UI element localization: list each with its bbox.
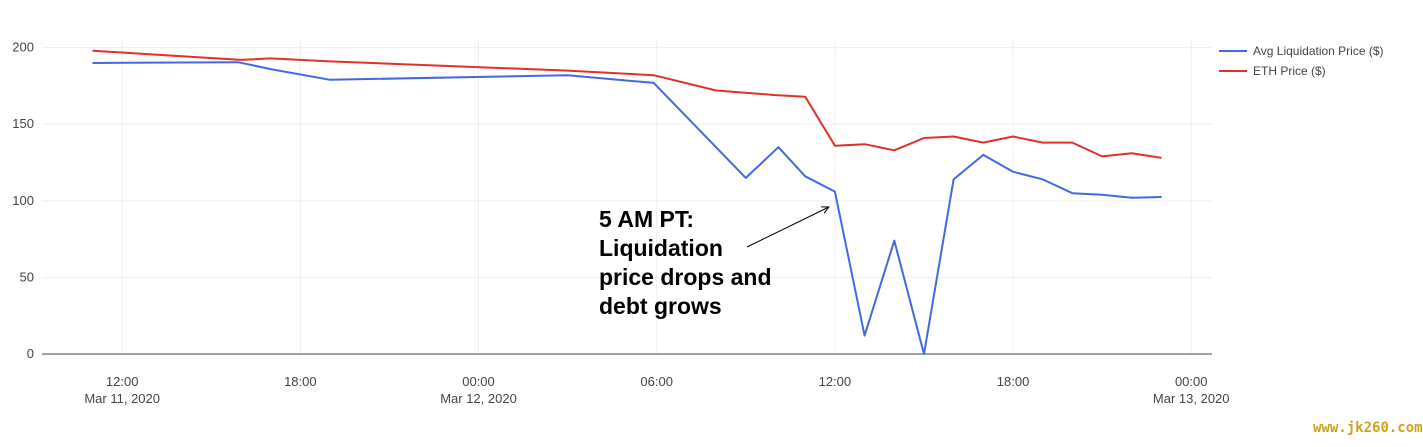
x-tick-date-label: Mar 13, 2020	[1153, 391, 1230, 406]
x-tick-label: 12:00	[106, 374, 139, 389]
x-tick-label: 00:00	[1175, 374, 1208, 389]
legend-label[interactable]: Avg Liquidation Price ($)	[1253, 44, 1384, 58]
watermark-domain: 60.com	[1372, 420, 1423, 436]
watermark: www.jk260.com	[1313, 420, 1423, 436]
annotation: 5 AM PT: Liquidation price drops and debt g…	[599, 206, 829, 319]
annotation-arrow	[746, 207, 829, 248]
series-line-avg-liquidation-price	[92, 61, 1162, 355]
y-tick-label: 150	[12, 116, 34, 131]
x-tick-date-label: Mar 12, 2020	[440, 391, 517, 406]
legend: Avg Liquidation Price ($) ETH Price ($)	[1219, 44, 1384, 78]
x-tick-label: 06:00	[640, 374, 673, 389]
y-tick-label: 50	[20, 269, 34, 284]
y-tick-label: 200	[12, 40, 34, 55]
annotation-text-line: debt grows	[599, 293, 722, 319]
series-layer	[92, 49, 1162, 355]
annotation-text-line: Liquidation	[599, 235, 723, 261]
y-tick-label: 100	[12, 193, 34, 208]
grid	[42, 40, 1212, 354]
x-tick-label: 18:00	[284, 374, 317, 389]
y-tick-label: 0	[27, 346, 34, 361]
watermark-prefix: www.jk2	[1313, 420, 1372, 436]
x-tick-label: 18:00	[997, 374, 1030, 389]
axes: 0 50 100 150 200 12:00 Mar 11, 2020 18:00 00:00 M…	[12, 40, 1229, 406]
annotation-text-line: price drops and	[599, 264, 772, 290]
x-tick-date-label: Mar 11, 2020	[84, 391, 160, 406]
x-tick-label: 12:00	[819, 374, 852, 389]
series-line-eth-price	[92, 49, 1162, 159]
x-tick-label: 00:00	[462, 374, 495, 389]
legend-label[interactable]: ETH Price ($)	[1253, 64, 1326, 78]
annotation-text-line: 5 AM PT:	[599, 206, 694, 232]
